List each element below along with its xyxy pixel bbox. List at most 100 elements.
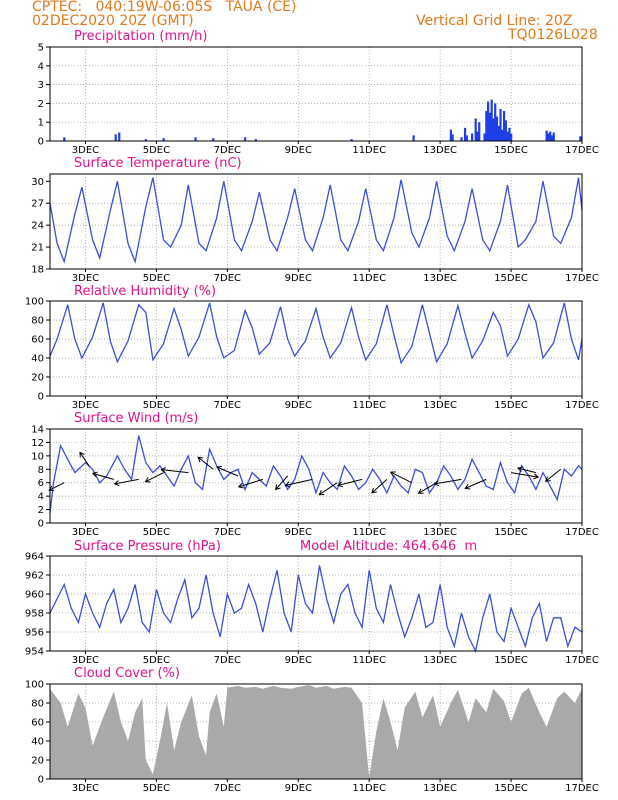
wind-vector	[79, 452, 90, 467]
wind-vector	[197, 456, 214, 470]
wind-arrowhead	[144, 477, 151, 483]
x-tick-label: 17DEC	[565, 145, 599, 156]
x-tick-label: 7DEC	[214, 273, 241, 284]
wind-arrowhead	[389, 471, 396, 477]
x-tick-label: 9DEC	[285, 783, 312, 794]
wind-arrowhead	[216, 465, 222, 472]
cloud-area	[50, 684, 582, 779]
x-tick-label: 13DEC	[423, 527, 457, 538]
wind-arrowhead	[516, 466, 523, 473]
y-tick-label: 12	[31, 438, 44, 449]
series-line	[49, 565, 583, 653]
wind-vector	[275, 475, 289, 490]
precip-bar	[485, 110, 488, 141]
x-tick-label: 15DEC	[494, 527, 528, 538]
x-tick-label: 17DEC	[565, 527, 599, 538]
panel-frame	[49, 683, 583, 780]
wind-arrowhead	[544, 476, 551, 482]
x-tick-label: 11DEC	[352, 400, 386, 411]
x-tick-label: 7DEC	[214, 145, 241, 156]
y-tick-label: 956	[25, 628, 44, 639]
x-tick-label: 13DEC	[423, 273, 457, 284]
y-tick-label: 2	[38, 505, 44, 516]
y-tick-label: 100	[25, 680, 44, 691]
precip-bar	[463, 127, 467, 141]
panel-4: 954 956 958 960 962 964 3DEC 5DEC 7DEC 9DEC 11DEC 1…	[25, 552, 599, 667]
y-tick-label: 60	[31, 335, 44, 346]
x-tick-label: 17DEC	[565, 273, 599, 284]
precip-bar	[194, 137, 197, 141]
y-tick-label: 1	[38, 118, 44, 129]
y-tick-label: 8	[38, 465, 44, 476]
x-tick-label: 5DEC	[143, 783, 170, 794]
panel-frame	[49, 300, 583, 397]
y-tick-label: 14	[31, 425, 44, 436]
wind-vector	[145, 472, 164, 483]
wind-vector	[545, 468, 562, 482]
cloud-title: Cloud Cover (%)	[74, 666, 180, 681]
y-tick-label: 27	[31, 199, 44, 210]
precip-bar	[506, 131, 509, 141]
x-tick-label: 11DEC	[352, 273, 386, 284]
header-station: CPTEC: 040:19W-06:05S TAUA (CE)	[32, 0, 297, 15]
wind-arrowhead	[79, 451, 85, 458]
y-tick-label: 80	[31, 316, 44, 327]
series-line	[49, 435, 583, 513]
wind-arrowhead	[318, 489, 325, 496]
wind-vector	[216, 466, 239, 477]
wind-arrowhead	[113, 480, 120, 487]
panel-frame	[49, 46, 583, 142]
wind-vector	[390, 471, 412, 484]
x-tick-label: 5DEC	[143, 527, 170, 538]
wind-vector	[337, 478, 363, 486]
wind-vector	[319, 482, 338, 496]
precip-bar	[487, 101, 490, 141]
precip-bar	[501, 129, 504, 141]
precip-bar	[492, 118, 495, 141]
precip-bar	[547, 133, 550, 141]
precip-bar	[478, 122, 481, 141]
x-tick-label: 5DEC	[143, 273, 170, 284]
wind-vector	[285, 478, 313, 486]
x-tick-label: 15DEC	[494, 783, 528, 794]
wind-vector	[92, 472, 114, 480]
panel-frame	[49, 555, 583, 652]
precip-title: Precipitation (mm/h)	[74, 29, 208, 44]
wind-arrowhead	[197, 456, 204, 463]
precip-bar	[212, 138, 215, 141]
wind-vector	[418, 482, 437, 494]
header-run-time: 02DEC2020 20Z (GMT)	[32, 13, 194, 29]
precip-bar	[549, 131, 552, 141]
panel-0: 0 1 2 3 4 5 3DEC 5DEC 7DEC 9DEC 11DEC 13DEC 15DEC 17D…	[38, 43, 599, 157]
precip-bar	[490, 99, 493, 141]
x-tick-label: 9DEC	[285, 273, 312, 284]
pressure-title: Surface Pressure (hPa)	[74, 539, 221, 554]
precip-bar	[483, 133, 486, 141]
y-tick-label: 21	[31, 243, 44, 254]
precip-bar	[510, 133, 513, 141]
precip-bar	[474, 118, 477, 141]
precip-bar	[488, 112, 491, 141]
y-tick-label: 40	[31, 354, 44, 365]
y-tick-label: 10	[31, 451, 44, 462]
precip-bar	[118, 132, 121, 141]
x-tick-label: 9DEC	[285, 655, 312, 666]
x-tick-label: 11DEC	[352, 527, 386, 538]
x-tick-label: 7DEC	[214, 527, 241, 538]
wind-arrowhead	[371, 487, 377, 494]
panel-frame	[49, 428, 583, 524]
x-tick-label: 9DEC	[285, 145, 312, 156]
x-tick-label: 13DEC	[423, 783, 457, 794]
x-tick-label: 7DEC	[214, 655, 241, 666]
y-tick-label: 40	[31, 737, 44, 748]
y-tick-label: 20	[31, 756, 44, 767]
precip-bar	[497, 125, 500, 141]
y-tick-label: 954	[25, 647, 44, 658]
x-tick-label: 7DEC	[214, 783, 241, 794]
x-tick-label: 11DEC	[352, 145, 386, 156]
wind-arrowhead	[160, 467, 167, 474]
precip-bar	[508, 127, 511, 141]
header-code: TQ0126L028	[508, 27, 598, 43]
wind-arrowhead	[337, 481, 344, 488]
wind-arrowhead	[417, 488, 424, 494]
